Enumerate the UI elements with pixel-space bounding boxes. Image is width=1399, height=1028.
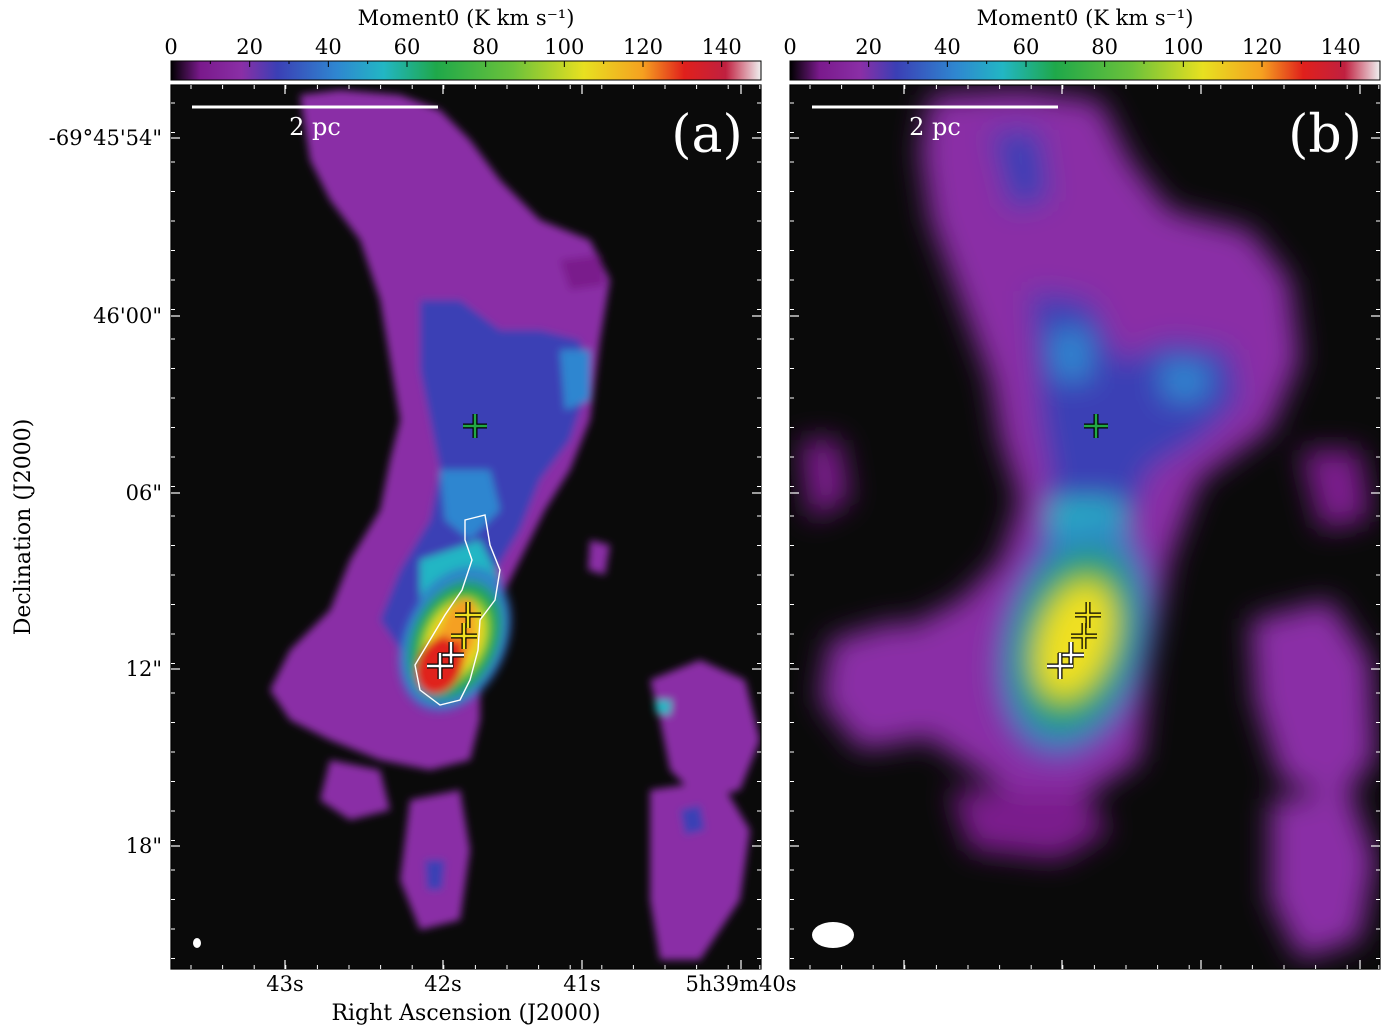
colorbar-a-title: Moment0 (K km s⁻¹)	[358, 6, 575, 30]
panel-a-label: (a)	[671, 105, 743, 165]
x-tick-label: 5h39m40s	[685, 972, 796, 996]
panel-b-frame	[789, 84, 1381, 970]
panel-a-scalebar-label: 2 pc	[289, 113, 341, 141]
colorbar-tick-label: 60	[394, 35, 421, 59]
colorbar-a-ticks: 0 20 40 60 80 100 120 140	[164, 35, 742, 67]
colorbar-tick-label: 100	[544, 35, 584, 59]
colorbar-tick-label: 20	[236, 35, 263, 59]
panel-b: 2 pc (b)	[789, 84, 1381, 970]
panel-a-ticks	[171, 85, 761, 969]
panel-a-markers	[427, 414, 487, 679]
x-tick-label: 42s	[424, 972, 462, 996]
panel-a-frame	[170, 84, 762, 970]
colorbar-tick-label: 120	[623, 35, 663, 59]
yellow-cross-marker	[455, 602, 481, 628]
colorbar-tick-label: 80	[472, 35, 499, 59]
green-cross-marker	[463, 414, 487, 438]
y-tick-label: 46'00"	[93, 304, 162, 328]
white-cross-marker	[427, 653, 453, 679]
panel-a: 2 pc (a)	[170, 84, 762, 970]
y-tick-label: -69°45'54"	[49, 126, 162, 150]
x-tick-label: 41s	[563, 972, 601, 996]
green-cross-marker	[1084, 414, 1108, 438]
yellow-cross-marker	[451, 623, 477, 649]
colorbar-tick-label: 0	[164, 35, 177, 59]
y-tick-label: 06"	[126, 481, 162, 505]
x-axis-label: Right Ascension (J2000)	[331, 1001, 600, 1026]
x-tick-labels: 43s 42s 41s 5h39m40s	[266, 972, 796, 996]
panel-a-emission-map	[270, 90, 760, 960]
yellow-cross-marker	[1071, 623, 1097, 649]
y-tick-label: 12"	[126, 657, 162, 681]
colorbar-tick-label: 140	[702, 35, 742, 59]
panel-a-beam	[193, 938, 201, 948]
y-axis-label: Declination (J2000)	[11, 419, 36, 636]
panel-b-ticks	[790, 85, 1380, 969]
y-tick-labels: -69°45'54" 46'00" 06" 12" 18"	[49, 126, 162, 858]
panel-b-scalebar-label: 2 pc	[909, 113, 961, 141]
colorbar-tick-label: 60	[1013, 35, 1040, 59]
y-tick-label: 18"	[126, 834, 162, 858]
colorbar-tick-label: 0	[783, 35, 796, 59]
colorbar-tick-label: 40	[315, 35, 342, 59]
colorbar-tick-label: 80	[1091, 35, 1118, 59]
panel-b-beam	[812, 922, 854, 948]
colorbar-b: Moment0 (K km s⁻¹) 0 20 40 60 80 100 120 140	[783, 6, 1381, 81]
x-tick-label: 43s	[266, 972, 304, 996]
colorbar-a: Moment0 (K km s⁻¹) 0 20 40 60 80 100 120 140	[164, 6, 762, 81]
panel-a-contour	[414, 514, 501, 706]
colorbar-tick-label: 20	[855, 35, 882, 59]
colorbar-tick-label: 40	[934, 35, 961, 59]
colorbar-a-strip	[170, 60, 762, 81]
colorbar-tick-label: 140	[1321, 35, 1361, 59]
yellow-cross-marker	[1075, 602, 1101, 628]
white-cross-marker	[1047, 653, 1073, 679]
colorbar-b-ticks: 0 20 40 60 80 100 120 140	[783, 35, 1361, 67]
colorbar-b-strip	[789, 60, 1381, 81]
colorbar-b-title: Moment0 (K km s⁻¹)	[977, 6, 1194, 30]
colorbar-tick-label: 120	[1242, 35, 1282, 59]
panel-b-emission-map	[800, 90, 1375, 960]
colorbar-tick-label: 100	[1163, 35, 1203, 59]
panel-b-label: (b)	[1288, 105, 1362, 165]
panel-b-markers	[1047, 414, 1108, 679]
